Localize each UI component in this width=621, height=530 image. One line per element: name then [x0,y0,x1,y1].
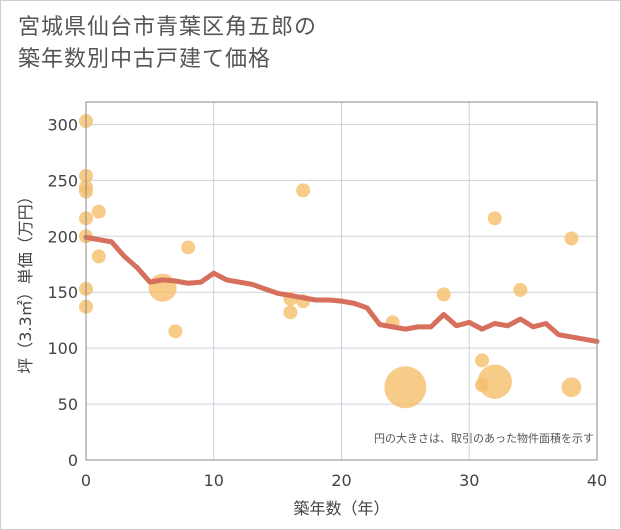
data-point [384,366,427,409]
y-axis-title: 坪（3.3㎡）単価（万円） [16,188,35,373]
x-tick-label: 0 [81,471,91,490]
data-point [181,240,196,255]
y-tick-label: 300 [47,115,78,134]
plot-border [85,101,598,461]
size-annotation: 円の大きさは、取引のあった物件面積を示す [374,431,594,445]
data-point [564,231,579,246]
trend-line [83,234,600,344]
x-tick-label: 20 [331,471,351,490]
data-point [91,249,106,264]
data-point [91,204,106,219]
x-tick-label: 10 [204,471,224,490]
y-tick-label: 250 [47,171,78,190]
data-point [475,353,490,368]
trend-line-group [83,234,600,344]
x-tick-label: 40 [587,471,607,490]
x-tick-label: 30 [459,471,479,490]
y-tick-label: 50 [58,395,78,414]
data-point [168,324,183,339]
chart-title: 宮城県仙台市青葉区角五郎の 築年数別中古戸建て価格 [18,15,318,72]
data-point [436,287,451,302]
y-tick-label: 200 [47,227,78,246]
y-tick-labels: 0 50 100 150 200 250 300 [47,115,78,470]
data-point [477,364,512,399]
data-point [283,305,298,320]
y-tick-label: 0 [68,451,78,470]
x-tick-labels: 0 10 20 30 40 [81,471,607,490]
data-point [487,211,502,226]
data-point [513,282,528,297]
x-axis-title: 築年数（年） [293,499,389,518]
y-tick-label: 150 [47,283,78,302]
y-tick-label: 100 [47,339,78,358]
data-point [296,183,311,198]
data-point [561,377,582,398]
data-points [79,114,582,409]
